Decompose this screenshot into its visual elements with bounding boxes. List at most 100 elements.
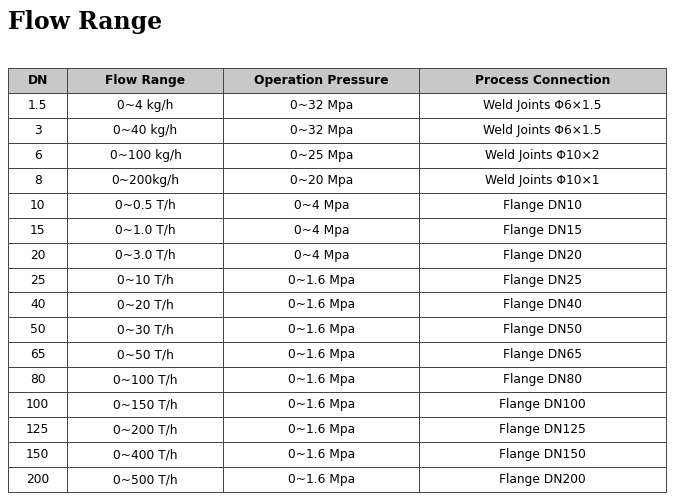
Bar: [8, 442, 68, 467]
Bar: [419, 243, 666, 267]
Text: 0~40 kg/h: 0~40 kg/h: [114, 124, 178, 137]
Bar: [68, 68, 224, 93]
Bar: [68, 93, 224, 118]
Text: 0~4 Mpa: 0~4 Mpa: [293, 199, 349, 212]
Text: 40: 40: [30, 298, 45, 311]
Text: Flange DN150: Flange DN150: [500, 448, 586, 461]
Bar: [8, 368, 68, 392]
Bar: [419, 118, 666, 143]
Text: 0~200 T/h: 0~200 T/h: [113, 423, 178, 436]
Text: 0~400 T/h: 0~400 T/h: [113, 448, 178, 461]
Bar: [68, 218, 224, 243]
Text: 100: 100: [26, 398, 49, 411]
Bar: [224, 243, 419, 267]
Text: 1.5: 1.5: [28, 99, 47, 112]
Bar: [224, 168, 419, 193]
Bar: [8, 168, 68, 193]
Bar: [68, 243, 224, 267]
Text: 0~1.6 Mpa: 0~1.6 Mpa: [288, 273, 355, 286]
Bar: [224, 368, 419, 392]
Bar: [8, 267, 68, 292]
Bar: [419, 68, 666, 93]
Bar: [68, 193, 224, 218]
Bar: [224, 68, 419, 93]
Text: 0~30 T/h: 0~30 T/h: [117, 323, 174, 336]
Bar: [68, 317, 224, 342]
Text: Weld Joints Φ6×1.5: Weld Joints Φ6×1.5: [483, 124, 602, 137]
Text: 0~150 T/h: 0~150 T/h: [113, 398, 178, 411]
Text: Flange DN100: Flange DN100: [500, 398, 586, 411]
Bar: [68, 442, 224, 467]
Text: Weld Joints Φ6×1.5: Weld Joints Φ6×1.5: [483, 99, 602, 112]
Text: 50: 50: [30, 323, 45, 336]
Bar: [224, 317, 419, 342]
Bar: [224, 143, 419, 168]
Bar: [68, 118, 224, 143]
Bar: [224, 218, 419, 243]
Text: Flange DN125: Flange DN125: [500, 423, 586, 436]
Bar: [419, 392, 666, 417]
Text: 0~20 T/h: 0~20 T/h: [117, 298, 174, 311]
Bar: [68, 267, 224, 292]
Text: 125: 125: [26, 423, 49, 436]
Bar: [419, 368, 666, 392]
Text: 0~1.6 Mpa: 0~1.6 Mpa: [288, 298, 355, 311]
Text: Flow Range: Flow Range: [8, 10, 162, 34]
Text: Flange DN15: Flange DN15: [503, 224, 582, 237]
Text: Flange DN20: Flange DN20: [503, 249, 582, 261]
Bar: [8, 243, 68, 267]
Bar: [224, 193, 419, 218]
Bar: [224, 442, 419, 467]
Text: 0~500 T/h: 0~500 T/h: [113, 473, 178, 486]
Text: 0~4 Mpa: 0~4 Mpa: [293, 249, 349, 261]
Bar: [8, 118, 68, 143]
Text: 0~1.6 Mpa: 0~1.6 Mpa: [288, 348, 355, 362]
Text: 80: 80: [30, 374, 45, 386]
Bar: [419, 267, 666, 292]
Bar: [419, 417, 666, 442]
Bar: [8, 68, 68, 93]
Text: Flange DN25: Flange DN25: [503, 273, 582, 286]
Text: 6: 6: [34, 149, 42, 162]
Bar: [8, 467, 68, 492]
Bar: [224, 118, 419, 143]
Text: 10: 10: [30, 199, 45, 212]
Bar: [419, 467, 666, 492]
Bar: [224, 93, 419, 118]
Text: 0~50 T/h: 0~50 T/h: [117, 348, 174, 362]
Text: 15: 15: [30, 224, 45, 237]
Bar: [419, 143, 666, 168]
Text: Flow Range: Flow Range: [105, 74, 185, 87]
Text: DN: DN: [28, 74, 48, 87]
Text: 0~1.6 Mpa: 0~1.6 Mpa: [288, 323, 355, 336]
Text: 0~100 T/h: 0~100 T/h: [113, 374, 178, 386]
Bar: [224, 392, 419, 417]
Text: Flange DN200: Flange DN200: [500, 473, 586, 486]
Bar: [224, 342, 419, 368]
Text: 0~32 Mpa: 0~32 Mpa: [290, 124, 353, 137]
Bar: [68, 467, 224, 492]
Text: 150: 150: [26, 448, 49, 461]
Bar: [8, 342, 68, 368]
Text: 20: 20: [30, 249, 45, 261]
Text: 0~1.0 T/h: 0~1.0 T/h: [115, 224, 176, 237]
Bar: [224, 417, 419, 442]
Bar: [68, 292, 224, 317]
Bar: [419, 317, 666, 342]
Bar: [68, 342, 224, 368]
Text: 0~32 Mpa: 0~32 Mpa: [290, 99, 353, 112]
Text: 0~4 kg/h: 0~4 kg/h: [118, 99, 174, 112]
Bar: [68, 417, 224, 442]
Text: 0~25 Mpa: 0~25 Mpa: [290, 149, 353, 162]
Bar: [419, 93, 666, 118]
Bar: [8, 317, 68, 342]
Text: 0~0.5 T/h: 0~0.5 T/h: [115, 199, 176, 212]
Bar: [68, 368, 224, 392]
Text: Weld Joints Φ10×1: Weld Joints Φ10×1: [485, 174, 600, 187]
Bar: [419, 342, 666, 368]
Bar: [419, 193, 666, 218]
Text: 0~3.0 T/h: 0~3.0 T/h: [115, 249, 176, 261]
Text: Flange DN50: Flange DN50: [503, 323, 582, 336]
Text: 0~1.6 Mpa: 0~1.6 Mpa: [288, 448, 355, 461]
Bar: [8, 417, 68, 442]
